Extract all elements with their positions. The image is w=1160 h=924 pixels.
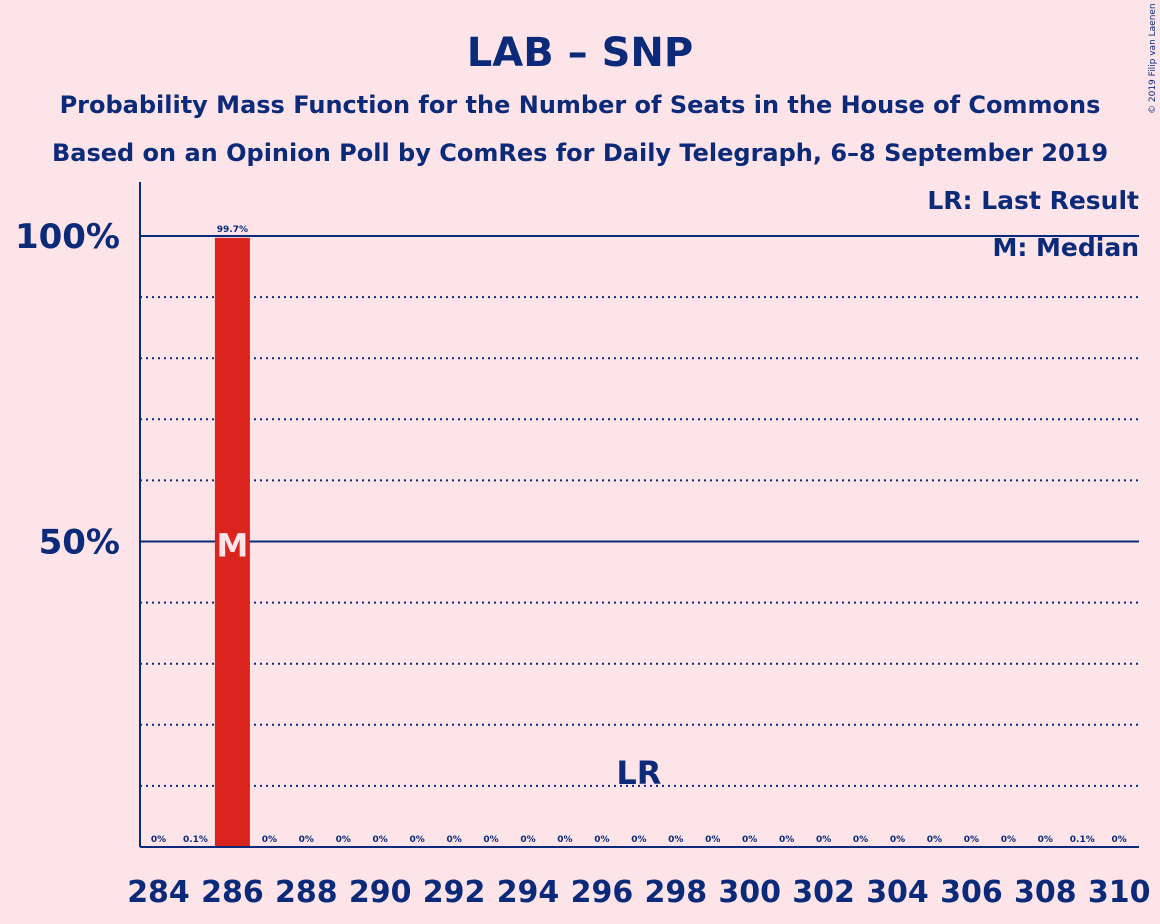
x-tick-label-306: 306 [940, 875, 1003, 910]
bar-label-seat-296: 0% [594, 835, 609, 845]
chart-subtitle-line-2: Based on an Opinion Poll by ComRes for D… [52, 139, 1108, 167]
bar-label-seat-307: 0% [1001, 835, 1016, 845]
bar-label-seat-305: 0% [927, 835, 942, 845]
y-tick-label-100: 100% [15, 217, 120, 257]
legend-last-result: LR: Last Result [927, 186, 1139, 215]
y-tick-labels: 50% 100% [15, 217, 120, 563]
bar-label-seat-298: 0% [668, 835, 683, 845]
bar-label-seat-289: 0% [336, 835, 351, 845]
bar-label-seat-303: 0% [853, 835, 868, 845]
x-tick-label-296: 296 [571, 875, 634, 910]
x-tick-label-288: 288 [275, 875, 338, 910]
bar-label-seat-308: 0% [1038, 835, 1053, 845]
x-tick-label-298: 298 [644, 875, 707, 910]
bar-label-seat-287: 0% [262, 835, 277, 845]
bar-seat-286 [214, 237, 250, 847]
grid-lines [140, 235, 1139, 787]
x-tick-labels: 284 286 288 290 292 294 296 298 300 302 304 306 308 3… [127, 875, 1150, 910]
x-tick-label-286: 286 [201, 875, 264, 910]
bar-labels-group: 0% 0.1% 99.7% 0% 0% 0% 0% 0% 0% 0% 0% 0% 0% 0% 0% 0% 0% 0… [151, 225, 1127, 845]
bar-label-seat-295: 0% [557, 835, 572, 845]
bar-label-seat-285: 0.1% [183, 835, 208, 845]
bar-label-seat-294: 0% [520, 835, 535, 845]
bar-label-seat-286: 99.7% [217, 225, 248, 235]
x-tick-label-300: 300 [718, 875, 781, 910]
markers-group: M LR [216, 527, 661, 792]
y-tick-label-50: 50% [39, 523, 120, 563]
legend-median: M: Median [992, 233, 1139, 262]
bars-group [214, 237, 250, 847]
bar-label-seat-293: 0% [483, 835, 498, 845]
bar-label-seat-300: 0% [742, 835, 757, 845]
bar-label-seat-288: 0% [299, 835, 314, 845]
chart-subtitle-line-1: Probability Mass Function for the Number… [60, 91, 1101, 119]
bar-label-seat-301: 0% [779, 835, 794, 845]
chart-title: LAB – SNP [467, 30, 693, 76]
bar-label-seat-309: 0.1% [1070, 835, 1095, 845]
bar-label-seat-297: 0% [631, 835, 646, 845]
bar-label-seat-284: 0% [151, 835, 166, 845]
bar-label-seat-302: 0% [816, 835, 831, 845]
bar-label-seat-304: 0% [890, 835, 905, 845]
x-tick-label-310: 310 [1088, 875, 1151, 910]
x-tick-label-294: 294 [497, 875, 560, 910]
median-marker: M [216, 527, 248, 565]
bar-label-seat-292: 0% [446, 835, 461, 845]
x-tick-label-308: 308 [1014, 875, 1077, 910]
axes-group [139, 182, 1139, 848]
bar-label-seat-310: 0% [1112, 835, 1127, 845]
x-tick-label-304: 304 [866, 875, 929, 910]
bar-label-seat-290: 0% [373, 835, 388, 845]
x-tick-label-290: 290 [349, 875, 412, 910]
copyright-note: © 2019 Filip van Laenen [1148, 3, 1158, 114]
bar-label-seat-291: 0% [410, 835, 425, 845]
bar-label-seat-306: 0% [964, 835, 979, 845]
bar-label-seat-299: 0% [705, 835, 720, 845]
x-tick-label-302: 302 [792, 875, 855, 910]
last-result-marker: LR [616, 754, 661, 792]
x-tick-label-292: 292 [423, 875, 486, 910]
x-tick-label-284: 284 [127, 875, 190, 910]
